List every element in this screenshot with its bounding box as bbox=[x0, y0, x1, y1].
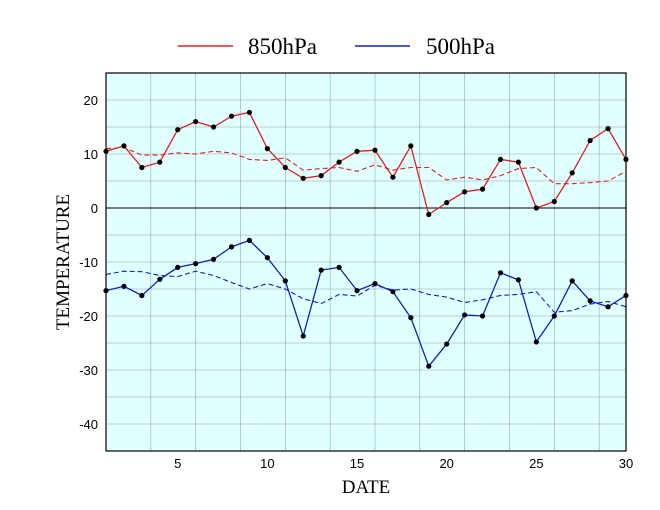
data-point-850hpa bbox=[193, 119, 199, 125]
data-point-500hpa bbox=[264, 255, 270, 261]
data-point-500hpa bbox=[515, 277, 522, 283]
data-point-500hpa bbox=[408, 315, 414, 321]
data-point-850hpa bbox=[210, 124, 217, 130]
data-point-850hpa bbox=[121, 143, 127, 149]
y-tick-label: 0 bbox=[91, 201, 98, 216]
data-point-500hpa bbox=[587, 298, 593, 304]
data-point-850hpa bbox=[300, 175, 306, 181]
data-point-850hpa bbox=[175, 127, 181, 133]
y-axis-title: TEMPERATURE bbox=[53, 194, 74, 330]
data-point-500hpa bbox=[175, 264, 181, 270]
data-point-850hpa bbox=[336, 159, 342, 165]
data-point-500hpa bbox=[533, 339, 539, 345]
data-point-850hpa bbox=[533, 205, 539, 211]
data-point-500hpa bbox=[605, 304, 611, 310]
data-point-850hpa bbox=[587, 137, 593, 144]
data-point-850hpa bbox=[408, 143, 414, 149]
data-point-500hpa bbox=[497, 270, 504, 276]
data-point-850hpa bbox=[479, 186, 486, 192]
data-point-500hpa bbox=[390, 289, 396, 295]
y-tick-label: -40 bbox=[79, 417, 98, 432]
data-point-500hpa bbox=[354, 288, 360, 294]
grid-lines bbox=[105, 72, 626, 452]
data-point-850hpa bbox=[372, 147, 378, 153]
data-point-850hpa bbox=[515, 159, 522, 165]
y-tick-label: 10 bbox=[84, 147, 98, 162]
legend: 850hPa 500hPa bbox=[178, 34, 495, 59]
data-point-850hpa bbox=[354, 148, 360, 154]
x-tick-label: 25 bbox=[529, 456, 543, 471]
data-point-500hpa bbox=[318, 267, 324, 273]
data-point-500hpa bbox=[462, 312, 468, 318]
data-point-500hpa bbox=[121, 283, 127, 289]
climatology-line-850hpa bbox=[105, 146, 627, 185]
data-point-850hpa bbox=[551, 198, 557, 205]
legend-label-500hpa: 500hPa bbox=[426, 34, 495, 59]
series-layer bbox=[103, 109, 629, 369]
data-point-500hpa bbox=[282, 278, 288, 284]
data-point-850hpa bbox=[228, 113, 235, 119]
y-tick-label: -30 bbox=[79, 363, 98, 378]
data-point-500hpa bbox=[372, 281, 378, 287]
climatology-line-500hpa bbox=[105, 270, 627, 313]
data-point-500hpa bbox=[246, 237, 253, 243]
legend-label-850hpa: 850hPa bbox=[248, 34, 317, 59]
data-point-850hpa bbox=[157, 159, 163, 165]
data-point-500hpa bbox=[210, 256, 217, 262]
data-point-500hpa bbox=[426, 363, 432, 369]
data-point-500hpa bbox=[300, 333, 306, 339]
x-tick-label: 15 bbox=[350, 456, 364, 471]
data-point-500hpa bbox=[551, 313, 557, 319]
x-tick-label: 30 bbox=[619, 456, 633, 471]
data-point-850hpa bbox=[390, 174, 396, 180]
x-tick-label: 5 bbox=[174, 456, 181, 471]
x-tick-label: 10 bbox=[260, 456, 274, 471]
y-tick-label: 20 bbox=[84, 93, 98, 108]
x-tick-label: 20 bbox=[439, 456, 453, 471]
data-point-850hpa bbox=[462, 189, 468, 195]
data-point-850hpa bbox=[605, 126, 611, 132]
data-point-500hpa bbox=[336, 264, 342, 270]
y-tick-label: -20 bbox=[79, 309, 98, 324]
x-axis-ticks: 5 10 15 20 25 30 bbox=[174, 456, 633, 471]
data-point-500hpa bbox=[193, 261, 199, 267]
y-tick-label: -10 bbox=[79, 255, 98, 270]
data-point-850hpa bbox=[264, 146, 270, 152]
data-point-500hpa bbox=[444, 341, 450, 347]
data-point-500hpa bbox=[228, 244, 235, 250]
series-line-500hpa bbox=[105, 239, 627, 368]
data-point-500hpa bbox=[569, 278, 575, 284]
data-point-850hpa bbox=[569, 170, 575, 176]
x-axis-title: DATE bbox=[342, 477, 391, 498]
data-point-850hpa bbox=[318, 173, 324, 179]
data-point-850hpa bbox=[497, 156, 504, 162]
plot-frame bbox=[105, 72, 627, 452]
data-point-850hpa bbox=[246, 109, 253, 116]
y-axis-ticks: -40 -30 -20 -10 0 10 20 bbox=[79, 93, 98, 432]
data-point-850hpa bbox=[426, 211, 432, 218]
data-point-500hpa bbox=[479, 313, 486, 319]
data-point-850hpa bbox=[139, 164, 145, 171]
data-point-500hpa bbox=[139, 292, 145, 299]
series-line-850hpa bbox=[105, 111, 627, 216]
data-point-500hpa bbox=[157, 276, 163, 282]
data-point-850hpa bbox=[282, 164, 288, 171]
data-point-850hpa bbox=[444, 200, 450, 206]
